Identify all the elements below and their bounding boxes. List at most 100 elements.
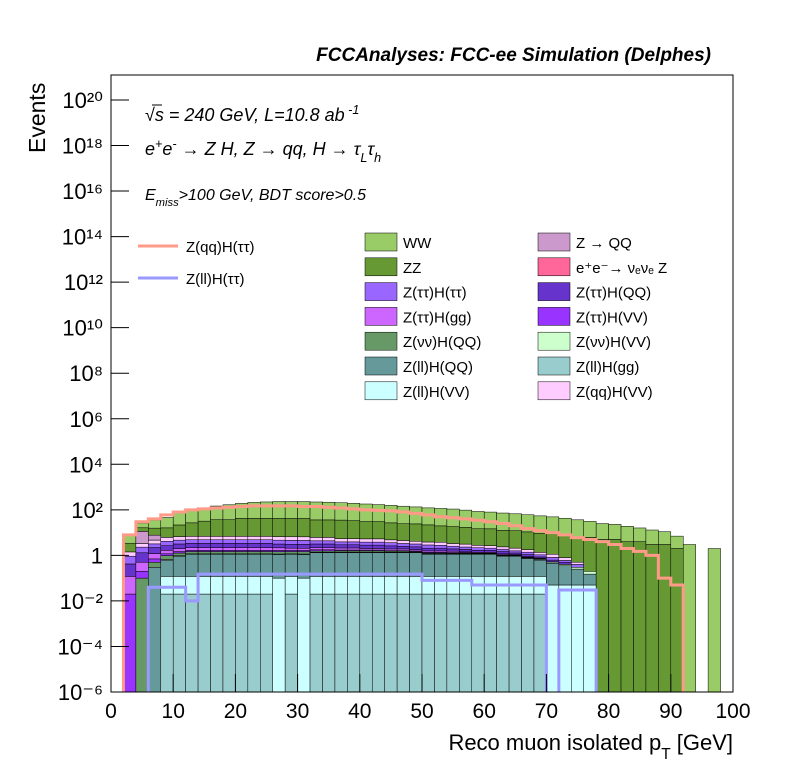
- y-tick-label: 10¹⁴: [62, 225, 103, 250]
- y-tick-label: 1: [91, 543, 103, 568]
- x-tick-label: 20: [224, 700, 247, 723]
- histogram-bar: [309, 537, 323, 542]
- histogram-bar: [222, 593, 236, 693]
- histogram-bar: [396, 548, 410, 551]
- histogram-bar: [496, 555, 510, 577]
- histogram-bar: [185, 543, 199, 548]
- histogram-bar: [521, 531, 535, 550]
- y-tick-label: 10⁶: [69, 407, 103, 432]
- legend-swatch: [537, 257, 571, 277]
- text-part: miss: [156, 197, 179, 209]
- histogram-bar: [595, 539, 609, 693]
- histogram-bar: [558, 534, 572, 558]
- histogram-bar: [247, 518, 261, 537]
- histogram-bar: [210, 543, 224, 548]
- histogram-bar: [297, 548, 311, 551]
- histogram-bar: [160, 576, 174, 595]
- y-tick-label: 10⁻⁶: [58, 680, 103, 705]
- histogram-bar: [521, 551, 535, 555]
- histogram-bar: [197, 520, 211, 537]
- histogram-bar: [297, 540, 311, 545]
- histogram-bar: [384, 576, 398, 595]
- histogram-bar: [284, 593, 298, 693]
- histogram-bar: [160, 517, 174, 529]
- histogram-bar: [309, 593, 323, 693]
- histogram-bar: [123, 542, 137, 553]
- histogram-bar: [471, 554, 485, 577]
- histogram-bar: [521, 554, 535, 557]
- x-tick-label: 40: [348, 700, 371, 723]
- histogram-bar: [409, 523, 423, 542]
- histogram-bar: [645, 529, 659, 545]
- legend-swatch: [537, 282, 571, 301]
- histogram-bar: [247, 539, 261, 544]
- x-tick-label: 90: [659, 700, 682, 723]
- histogram-bar: [334, 544, 348, 549]
- histogram-bar: [222, 543, 236, 548]
- histogram-bar: [197, 551, 211, 555]
- x-tick-label: 80: [597, 700, 620, 723]
- histogram-bar: [284, 518, 298, 538]
- histogram-bar: [185, 551, 199, 555]
- histogram-bar: [384, 539, 398, 543]
- histogram-bar: [434, 525, 448, 543]
- histogram-bar: [297, 544, 311, 549]
- histogram-bar: [508, 513, 522, 531]
- histogram-bar: [260, 547, 273, 551]
- legend-swatch: [364, 356, 398, 376]
- histogram-bar: [546, 559, 560, 563]
- histogram-bar: [297, 551, 311, 555]
- histogram-bar: [148, 527, 162, 536]
- histogram-bar: [185, 509, 199, 524]
- histogram-bar: [185, 576, 199, 595]
- histogram-bar: [658, 544, 672, 693]
- histogram-bar: [521, 558, 535, 577]
- histogram-bar: [284, 536, 298, 541]
- histogram-bar: [347, 520, 361, 539]
- histogram-bar: [459, 593, 473, 693]
- histogram-bar: [197, 539, 211, 544]
- x-tick-label: 30: [286, 700, 309, 723]
- text-part: -1: [345, 103, 360, 117]
- y-tick-label: 10¹⁸: [62, 134, 103, 159]
- histogram-bar: [123, 555, 137, 565]
- histogram-bar: [210, 536, 224, 540]
- histogram-bar: [521, 549, 535, 553]
- histogram-bar: [172, 543, 186, 549]
- histogram-bar: [508, 593, 522, 693]
- histogram-bar: [197, 547, 211, 551]
- histogram-bar: [247, 551, 261, 555]
- histogram-bar: [197, 593, 211, 693]
- histogram-bar: [620, 526, 634, 542]
- histogram-bar: [508, 550, 522, 554]
- histogram-bar: [396, 545, 410, 550]
- histogram-bar: [185, 547, 199, 551]
- legend-label: Z(ll)H(ττ): [186, 271, 245, 288]
- histogram-bar: [608, 524, 622, 540]
- histogram-bar: [309, 547, 323, 550]
- histogram-bar: [471, 593, 485, 693]
- y-tick-label: 10¹⁰: [62, 316, 103, 341]
- histogram-bar: [235, 543, 249, 548]
- legend-label: Z(ll)H(gg): [576, 359, 639, 376]
- text-part: e: [145, 139, 155, 159]
- histogram-bar: [172, 512, 186, 526]
- histogram-bar: [396, 540, 410, 544]
- histogram-bar: [446, 593, 460, 693]
- histogram-bar: [546, 533, 560, 555]
- legend-swatch: [537, 331, 571, 351]
- histogram-bar: [546, 554, 560, 558]
- histogram-bar: [160, 550, 174, 555]
- histogram-bar: [583, 521, 597, 538]
- histogram-bar: [322, 576, 336, 595]
- histogram-bar: [508, 530, 522, 549]
- histogram-bar: [347, 538, 361, 543]
- histogram-bar: [210, 547, 224, 551]
- histogram-bar: [446, 554, 460, 577]
- histogram-bar: [347, 503, 361, 521]
- histogram-bar: [284, 551, 298, 555]
- histogram-bar: [558, 557, 572, 561]
- histogram-bar: [235, 593, 249, 693]
- histogram-bar: [384, 522, 398, 541]
- histogram-bar: [148, 519, 162, 529]
